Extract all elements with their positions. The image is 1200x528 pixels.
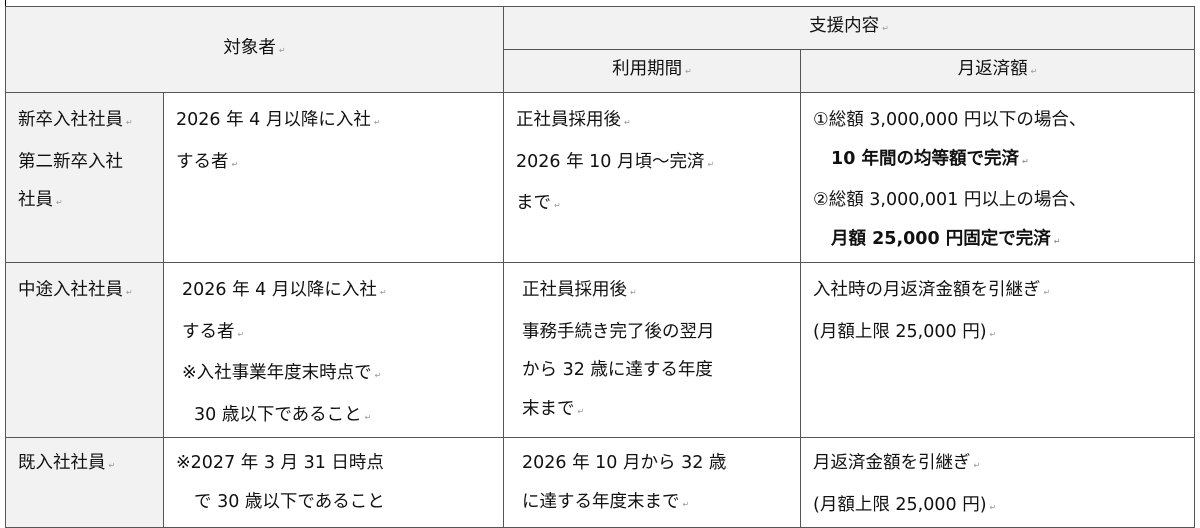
cell-line: 社員	[18, 181, 151, 223]
cell-line: 第二新卒入社	[18, 151, 123, 172]
cell-line: 末まで	[516, 390, 788, 432]
header-repayment: 月返済額	[800, 49, 1196, 93]
cell-line: 正社員採用後	[516, 271, 788, 313]
cell-line: する者	[176, 313, 491, 355]
header-period: 利用期間	[503, 49, 802, 93]
header-repayment-label: 月返済額	[958, 59, 1038, 79]
cell-line: 2026 年 10 月頃～完済	[516, 143, 788, 185]
cell-line: 既入社社員	[18, 444, 151, 486]
cell-line: 2026 年 10 月から 32 歳	[522, 453, 727, 473]
header-support-label: 支援内容	[809, 16, 889, 36]
cell-line: まで	[516, 184, 788, 226]
cell-line: 2026 年 4 月以降に入社	[176, 271, 491, 313]
cell-line: 10 年間の均等額で完済	[813, 140, 1182, 182]
support-table: 対象者 支援内容 利用期間 月返済額 新卒入社社員第二新卒入社社員 2026 年…	[4, 6, 1196, 528]
cell-line: 2026 年 4 月以降に入社	[176, 101, 491, 143]
condition-cell: 2026 年 4 月以降に入社する者	[162, 92, 505, 263]
cell-line: 中途入社社員	[18, 271, 151, 313]
cell-line: で 30 歳以下であること	[194, 491, 385, 512]
table-row: 新卒入社社員第二新卒入社社員 2026 年 4 月以降に入社する者 正社員採用後…	[5, 92, 1196, 263]
period-cell: 2026 年 10 月から 32 歳に達する年度末まで	[503, 437, 802, 528]
header-target: 対象者	[4, 6, 505, 93]
cell-line: 月額 25,000 円固定で完済	[813, 220, 1182, 262]
cell-line: (月額上限 25,000 円)	[813, 313, 1182, 355]
cell-line: する者	[176, 143, 491, 185]
cell-line: ※2027 年 3 月 31 日時点	[176, 453, 384, 473]
cell-line: から 32 歳に達する年度	[522, 360, 713, 380]
cell-line: に達する年度末まで	[516, 483, 788, 525]
category-cell: 新卒入社社員第二新卒入社社員	[5, 92, 164, 263]
header-period-label: 利用期間	[612, 59, 692, 79]
text-cursor	[5, 0, 6, 8]
cell-line: 新卒入社社員	[18, 101, 151, 143]
repayment-cell: 入社時の月返済金額を引継ぎ(月額上限 25,000 円)	[800, 262, 1196, 438]
condition-cell: ※2027 年 3 月 31 日時点で 30 歳以下であること	[162, 437, 505, 528]
cell-line: 正社員採用後	[516, 101, 788, 143]
repayment-cell: ①総額 3,000,000 円以下の場合、 10 年間の均等額で完済 ②総額 3,0…	[800, 92, 1196, 263]
cell-line: 事務手続き完了後の翌月	[522, 321, 715, 342]
condition-cell: 2026 年 4 月以降に入社する者※入社事業年度末時点で30 歳以下であること	[162, 262, 505, 438]
category-cell: 既入社社員	[5, 437, 164, 528]
cell-line: 入社時の月返済金額を引継ぎ	[813, 271, 1182, 313]
period-cell: 正社員採用後2026 年 10 月頃～完済まで	[503, 92, 802, 263]
header-support: 支援内容	[503, 6, 1196, 50]
header-target-label: 対象者	[223, 38, 285, 58]
cell-line: ②総額 3,000,001 円以上の場合、	[813, 190, 1087, 210]
table-row: 中途入社社員 2026 年 4 月以降に入社する者※入社事業年度末時点で30 歳…	[5, 262, 1196, 438]
repayment-cell: 月返済金額を引継ぎ(月額上限 25,000 円)	[800, 437, 1196, 528]
cell-line: 月返済金額を引継ぎ	[813, 444, 1182, 486]
category-cell: 中途入社社員	[5, 262, 164, 438]
cell-line: 30 歳以下であること	[176, 396, 491, 438]
cell-line: (月額上限 25,000 円)	[813, 486, 1182, 528]
cell-line: ①総額 3,000,000 円以下の場合、	[813, 110, 1087, 130]
cell-line: ※入社事業年度末時点で	[176, 354, 491, 396]
